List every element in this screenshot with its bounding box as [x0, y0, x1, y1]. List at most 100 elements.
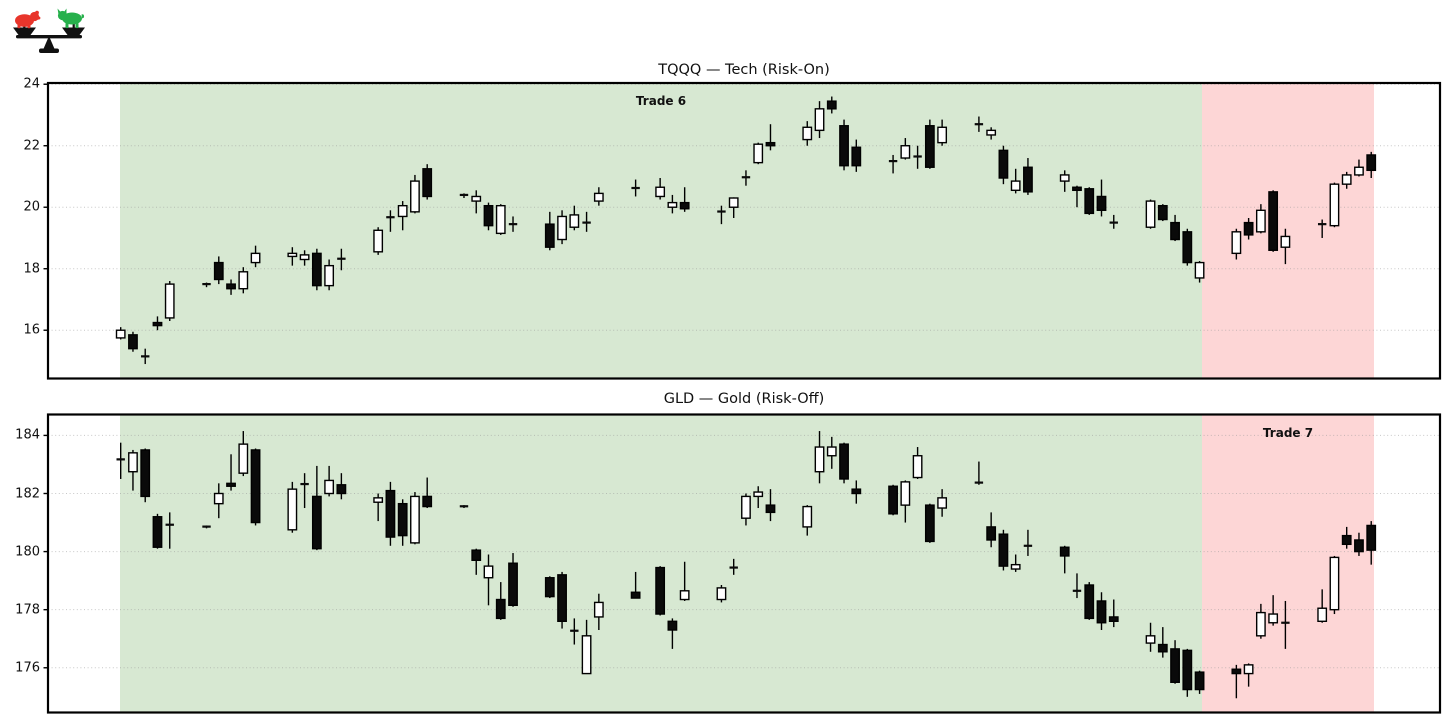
candle: [1329, 555, 1340, 615]
candle: [826, 96, 837, 114]
candle: [324, 465, 335, 497]
candle: [1182, 648, 1193, 697]
candle: [1268, 190, 1279, 252]
candle: [250, 245, 261, 268]
candle: [986, 512, 997, 548]
bear-bull-balance-logo: [13, 8, 85, 53]
candle: [140, 448, 151, 503]
candle: [287, 481, 298, 533]
candle: [1145, 622, 1156, 652]
candle: [1059, 545, 1070, 574]
risk-on-region: [120, 414, 1202, 713]
candle: [287, 247, 298, 266]
candle: [1194, 261, 1205, 283]
candle: [974, 116, 984, 132]
candle: [226, 454, 236, 491]
candle: [753, 486, 764, 509]
candle: [495, 582, 506, 620]
candle: [753, 142, 764, 165]
candle: [1341, 526, 1352, 549]
candle: [250, 448, 261, 526]
candle: [238, 267, 249, 294]
candle: [1059, 170, 1070, 192]
candle: [508, 553, 518, 607]
candle: [1231, 664, 1242, 699]
candle: [667, 618, 678, 649]
candle: [1317, 589, 1328, 623]
gld-chart-title: GLD — Gold (Risk-Off): [663, 391, 825, 407]
candle: [1010, 168, 1021, 194]
candle: [631, 179, 640, 197]
candle: [459, 193, 469, 199]
candle: [1023, 158, 1033, 195]
candle: [1182, 228, 1193, 266]
candle: [471, 548, 482, 575]
candle: [912, 447, 923, 479]
y-tick-label: 178: [15, 602, 40, 618]
candle: [839, 119, 849, 171]
candle: [900, 480, 911, 523]
candle: [667, 194, 678, 214]
candle: [1157, 627, 1168, 658]
candle: [937, 119, 948, 146]
candle: [238, 431, 249, 477]
candle: [300, 473, 309, 509]
candle: [802, 121, 813, 146]
candle: [324, 259, 335, 291]
trade-6-label: Trade 6: [635, 94, 687, 108]
y-tick-label: 16: [23, 322, 40, 338]
candle: [814, 431, 825, 484]
candle: [373, 227, 384, 255]
candle: [1366, 151, 1377, 179]
candle: [337, 248, 346, 271]
candle: [385, 481, 396, 546]
candle: [888, 154, 898, 174]
bear-icon: [15, 10, 41, 29]
candle: [814, 101, 825, 139]
candle: [913, 145, 922, 169]
candle: [152, 513, 163, 549]
candle: [1108, 599, 1119, 628]
candle: [1084, 582, 1095, 620]
axes-frame: [46, 413, 1442, 714]
candle: [1317, 219, 1327, 238]
candle: [311, 465, 322, 551]
candle: [1010, 554, 1021, 572]
candle: [986, 127, 997, 140]
candle: [1354, 532, 1364, 556]
candle: [1231, 228, 1242, 260]
y-tick-label: 176: [15, 660, 40, 676]
candle: [802, 505, 813, 536]
candle: [581, 619, 592, 675]
candle: [1084, 187, 1095, 215]
candle: [717, 205, 726, 225]
candle: [679, 561, 690, 601]
risk-on-region: [120, 83, 1202, 379]
candle: [508, 216, 518, 232]
candle: [471, 190, 482, 214]
candle: [544, 576, 555, 599]
candle: [729, 558, 738, 575]
y-tick-label: 24: [23, 76, 40, 92]
candle: [1072, 573, 1082, 599]
trade-7-label: Trade 7: [1262, 426, 1314, 440]
candle: [1096, 179, 1107, 217]
candle: [1243, 217, 1254, 240]
candle: [397, 499, 408, 546]
candle: [410, 174, 420, 214]
candle: [1109, 214, 1118, 229]
candle: [851, 139, 862, 172]
candle: [1354, 159, 1364, 177]
candle: [128, 331, 138, 352]
candle: [557, 210, 567, 245]
candle: [1194, 670, 1205, 694]
candle: [1023, 529, 1033, 556]
candle: [924, 503, 935, 543]
candle: [900, 138, 911, 160]
candle: [311, 248, 322, 291]
candle: [1170, 640, 1180, 684]
candle: [998, 529, 1009, 571]
candle: [116, 442, 125, 479]
